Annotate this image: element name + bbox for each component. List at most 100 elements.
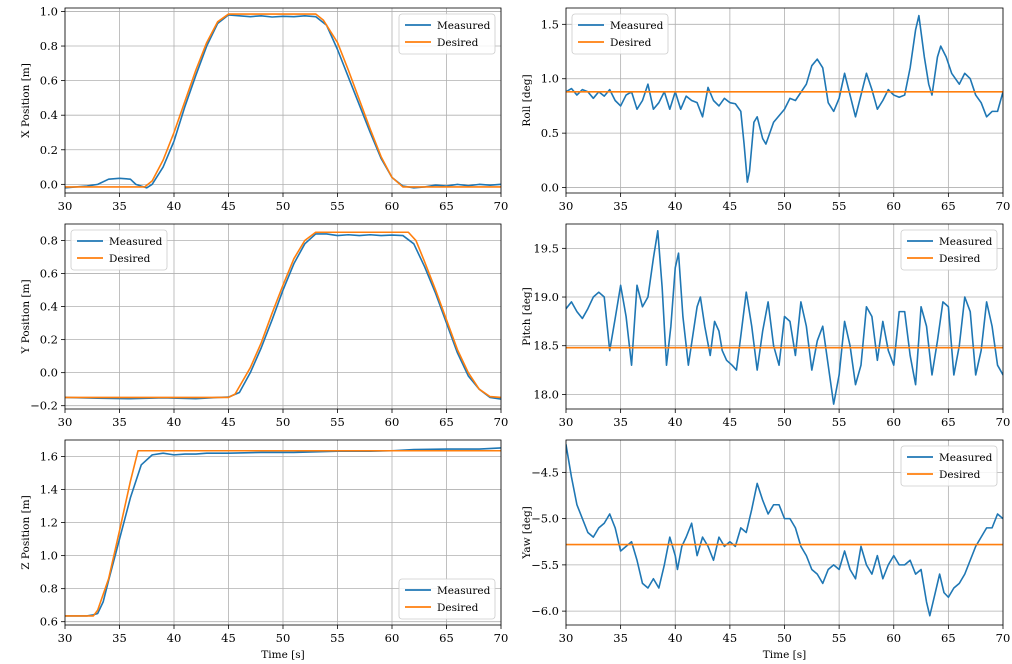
y-tick-label: 18.5 [533, 339, 559, 353]
y-tick-label: 1.2 [40, 516, 58, 530]
x-tick-label: 45 [221, 199, 236, 213]
x-tick-label: 30 [58, 199, 73, 213]
x-tick-label: 55 [832, 415, 847, 429]
plot-frame [64, 439, 502, 626]
x-tick-label: 30 [559, 199, 574, 213]
y-tick-label: 0.0 [40, 177, 58, 191]
x-tick-label: 70 [996, 199, 1011, 213]
legend-label-desired: Desired [610, 37, 652, 49]
x-tick-label: 65 [941, 415, 956, 429]
y-tick-label: −6.0 [531, 604, 559, 618]
y-tick-label: 0.6 [40, 74, 58, 88]
y-tick-label: 0.8 [40, 582, 58, 596]
x-tick-label: 50 [777, 415, 792, 429]
x-tick-label: 60 [886, 415, 901, 429]
y-tick-label: 19.5 [533, 241, 559, 255]
chart-panel-2: 30 35 40 45 50 55 60 65 70 0.0 0.5 1.0 1.5 Roll [deg]… [521, 7, 1011, 213]
plot-frame [64, 223, 502, 410]
y-tick-label: 0.5 [541, 126, 559, 140]
x-tick-label: 70 [494, 199, 509, 213]
legend-box [571, 13, 669, 55]
legend-box [398, 13, 496, 55]
x-tick-label: 55 [832, 631, 847, 645]
legend-label-desired: Desired [939, 469, 981, 481]
y-tick-label: 0.4 [40, 108, 58, 122]
x-tick-label: 60 [385, 631, 400, 645]
legend-box [70, 229, 168, 271]
series-line-desired [65, 449, 501, 617]
x-tick-label: 60 [385, 199, 400, 213]
x-tick-label: 35 [112, 415, 127, 429]
y-tick-label: 0.2 [40, 333, 58, 347]
x-tick-label: 35 [112, 631, 127, 645]
x-axis-label: Time [s] [261, 649, 304, 661]
y-tick-label: −0.2 [30, 399, 58, 413]
x-tick-label: 60 [385, 415, 400, 429]
x-axis-label: Time [s] [763, 649, 806, 661]
x-tick-label: 40 [167, 631, 182, 645]
x-tick-label: 50 [777, 199, 792, 213]
series-line-desired [65, 231, 501, 399]
legend-label-measured: Measured [610, 20, 664, 32]
x-tick-label: 35 [613, 199, 628, 213]
legend-box [900, 229, 998, 271]
x-tick-label: 60 [886, 199, 901, 213]
legend-label-measured: Measured [109, 236, 163, 248]
x-tick-label: 30 [559, 631, 574, 645]
x-tick-label: 50 [777, 631, 792, 645]
y-tick-label: 1.0 [541, 72, 559, 86]
plot-frame [565, 439, 1004, 626]
x-tick-label: 35 [613, 631, 628, 645]
series-line-measured [566, 14, 1003, 183]
legend-label-measured: Measured [939, 452, 993, 464]
legend: Measured Desired [398, 578, 496, 620]
x-tick-label: 30 [58, 415, 73, 429]
x-tick-label: 55 [330, 199, 345, 213]
y-tick-label: 0.8 [40, 39, 58, 53]
x-tick-label: 45 [723, 415, 738, 429]
x-tick-label: 45 [221, 631, 236, 645]
x-tick-label: 55 [832, 199, 847, 213]
legend-label-desired: Desired [437, 37, 479, 49]
legend-box [900, 445, 998, 487]
legend-label-desired: Desired [939, 253, 981, 265]
y-tick-label: 0.4 [40, 300, 58, 314]
x-tick-label: 65 [439, 415, 454, 429]
y-tick-label: 0.6 [40, 267, 58, 281]
series-line-measured [566, 230, 1003, 405]
chart-panel-3: 30 35 40 45 50 55 60 65 70 −0.2 0.0 0.2 0.4 0.6 0.8 Y P… [20, 223, 508, 429]
x-tick-label: 50 [276, 199, 291, 213]
y-tick-label: 1.0 [40, 549, 58, 563]
series-line-measured [566, 443, 1003, 617]
y-tick-label: −5.5 [531, 558, 559, 572]
y-tick-label: 19.0 [533, 290, 559, 304]
legend-box [398, 578, 496, 620]
y-tick-label: 0.0 [40, 366, 58, 380]
y-tick-label: 1.0 [40, 4, 58, 18]
y-axis-label: Pitch [deg] [521, 287, 533, 345]
x-tick-label: 65 [941, 199, 956, 213]
y-tick-label: 18.0 [533, 387, 559, 401]
legend-label-measured: Measured [437, 20, 491, 32]
x-tick-label: 35 [112, 199, 127, 213]
x-tick-label: 65 [439, 199, 454, 213]
x-tick-label: 70 [996, 631, 1011, 645]
x-tick-label: 50 [276, 415, 291, 429]
y-axis-label: Z Position [m] [20, 495, 32, 570]
x-tick-label: 45 [221, 415, 236, 429]
y-tick-label: 1.5 [541, 17, 559, 31]
legend: Measured Desired [900, 229, 998, 271]
plot-frame [565, 223, 1004, 410]
chart-panel-1: 30 35 40 45 50 55 60 65 70 0.0 0.2 0.4 0.6 0.8 1.0 X Po… [20, 4, 508, 213]
x-tick-label: 55 [330, 415, 345, 429]
series-line-desired [65, 13, 501, 188]
x-tick-label: 50 [276, 631, 291, 645]
x-tick-label: 45 [723, 199, 738, 213]
y-axis-label: X Position [m] [20, 63, 32, 138]
chart-panel-6: 30 35 40 45 50 55 60 65 70 −4.5 −5.0 −5.5 −6.0 Yaw [d… [521, 439, 1011, 661]
y-tick-label: 0.6 [40, 615, 58, 629]
legend-label-desired: Desired [437, 602, 479, 614]
legend-label-measured: Measured [437, 585, 491, 597]
y-axis-label: Yaw [deg] [521, 506, 533, 560]
x-tick-label: 40 [668, 415, 683, 429]
